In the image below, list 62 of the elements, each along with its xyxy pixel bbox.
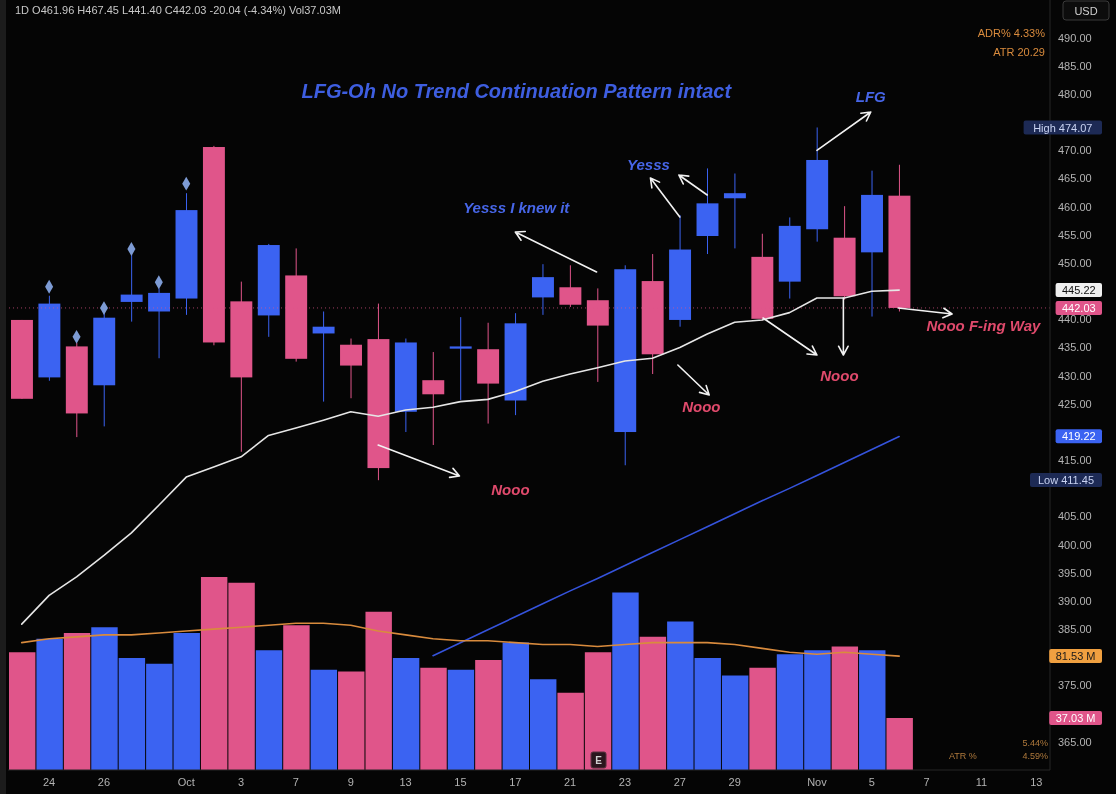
y-tick-label: 430.00 — [1058, 369, 1092, 382]
text: 445.22 — [1061, 284, 1096, 296]
annotation: 5.44% — [1022, 738, 1048, 749]
x-tick-label: 13 — [399, 775, 412, 788]
y-tick-label: 450.00 — [1058, 256, 1092, 269]
y-tick-label: 375.00 — [1058, 679, 1092, 692]
annotation: ATR % — [948, 751, 977, 762]
annotation: Nooo F-ing Way — [926, 317, 1041, 335]
ref-line-label: 442.03 — [1061, 301, 1096, 314]
y-tick-label: 385.00 — [1058, 623, 1092, 636]
annotation: Yesss I knew it — [463, 199, 571, 217]
text: 419.22 — [1061, 430, 1096, 443]
x-tick-label: 7 — [923, 775, 930, 788]
y-tick-label: 365.00 — [1058, 735, 1092, 748]
y-tick-label: 405.00 — [1058, 510, 1092, 523]
y-tick-label: 485.00 — [1058, 59, 1092, 72]
y-tick-label: 440.00 — [1058, 313, 1092, 326]
text: 81.53 M — [1055, 650, 1096, 662]
annotation: ADR% 4.33% — [977, 26, 1046, 39]
x-tick-label: 26 — [97, 775, 111, 788]
x-tick-label: Oct — [177, 775, 195, 788]
y-tick-label: 460.00 — [1058, 200, 1092, 213]
y-tick-label: 395.00 — [1058, 566, 1092, 579]
x-tick-label: 3 — [238, 775, 245, 788]
y-axis-title: USD — [1074, 5, 1098, 17]
x-tick-label: 23 — [618, 775, 632, 788]
annotation: LFG — [855, 88, 887, 106]
chart-subtitle: 1D O461.96 H467.45 L441.40 C442.03 -20.04 (-4.34%) Vol37.03M — [15, 4, 341, 16]
y-tick-label: 490.00 — [1058, 31, 1092, 44]
x-tick-label: 11 — [975, 775, 988, 788]
x-tick-label: Nov — [807, 775, 828, 788]
y-tick-label: 470.00 — [1058, 144, 1092, 157]
x-tick-label: 7 — [292, 775, 299, 788]
x-tick-label: 29 — [728, 775, 741, 788]
y-tick-label: 435.00 — [1058, 341, 1092, 354]
y-tick-label: 455.00 — [1058, 228, 1092, 241]
annotation: ATR 20.29 — [993, 45, 1045, 58]
x-tick-label: 27 — [673, 775, 686, 788]
text: 37.03 M — [1055, 712, 1096, 724]
y-tick-label: 425.00 — [1058, 397, 1092, 410]
annotation: High 474.07 — [1033, 121, 1093, 134]
annotation: Yesss — [627, 156, 670, 174]
y-tick-label: 390.00 — [1058, 594, 1092, 607]
annotation: Nooo — [820, 367, 859, 385]
x-tick-label: 24 — [43, 775, 56, 788]
x-tick-label: 5 — [868, 775, 875, 788]
annotation: Nooo — [491, 481, 530, 499]
x-tick-label: 15 — [454, 775, 467, 788]
y-tick-label: 465.00 — [1058, 172, 1092, 185]
x-tick-label: 17 — [509, 775, 522, 788]
badge-icon: E — [590, 751, 607, 769]
annotation: E — [595, 755, 603, 766]
x-tick-label: 9 — [347, 775, 354, 788]
y-tick-label: 415.00 — [1058, 454, 1092, 467]
annotation: Low 411.45 — [1037, 474, 1095, 487]
y-tick-label: 480.00 — [1058, 87, 1092, 100]
x-tick-label: 13 — [1030, 775, 1043, 788]
y-tick-label: 400.00 — [1058, 538, 1092, 551]
x-tick-label: 21 — [564, 775, 577, 788]
text: LFG-Oh No Trend Continuation Pattern intact — [301, 80, 733, 102]
annotation: Nooo — [682, 398, 721, 416]
annotation: 4.59% — [1022, 751, 1048, 762]
